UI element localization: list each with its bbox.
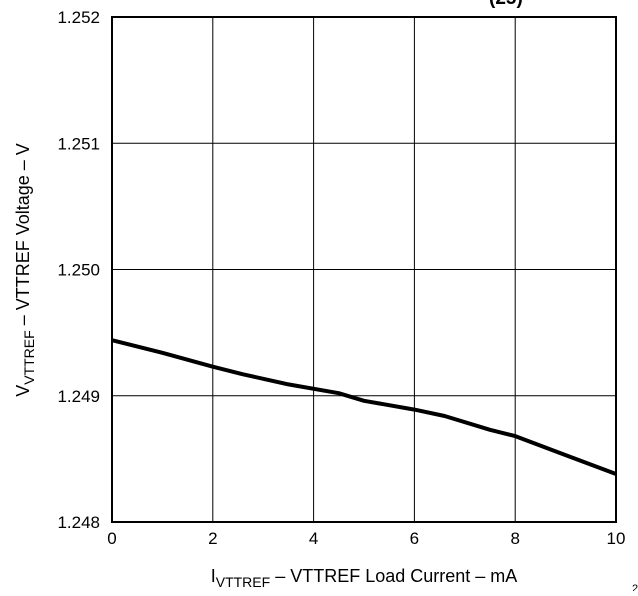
x-axis-ticks: 0 2 4 6 8 10 bbox=[107, 529, 625, 548]
x-tick-label: 6 bbox=[410, 529, 419, 548]
title-fragment: (25) bbox=[489, 0, 523, 9]
y-tick-label: 1.248 bbox=[57, 513, 100, 532]
x-axis-label: IVTTREF – VTTREF Load Current – mA bbox=[211, 566, 518, 590]
series-line bbox=[111, 338, 617, 476]
series-layer bbox=[111, 338, 617, 476]
y-tick-label: 1.250 bbox=[57, 261, 100, 280]
y-axis-label: VVTTREF – VTTREF Voltage – V bbox=[13, 143, 37, 397]
y-tick-label: 1.252 bbox=[57, 8, 100, 27]
y-tick-label: 1.249 bbox=[57, 387, 100, 406]
x-tick-label: 4 bbox=[309, 529, 318, 548]
plot-frame bbox=[111, 16, 617, 523]
x-tick-label: 0 bbox=[107, 529, 116, 548]
x-tick-label: 8 bbox=[510, 529, 519, 548]
y-tick-label: 1.251 bbox=[57, 134, 100, 153]
x-tick-label: 10 bbox=[607, 529, 626, 548]
grid bbox=[112, 17, 616, 522]
y-axis-ticks: 1.248 1.249 1.250 1.251 1.252 bbox=[57, 8, 100, 532]
x-tick-label: 2 bbox=[208, 529, 217, 548]
page-number-fragment: 2 bbox=[632, 583, 638, 591]
